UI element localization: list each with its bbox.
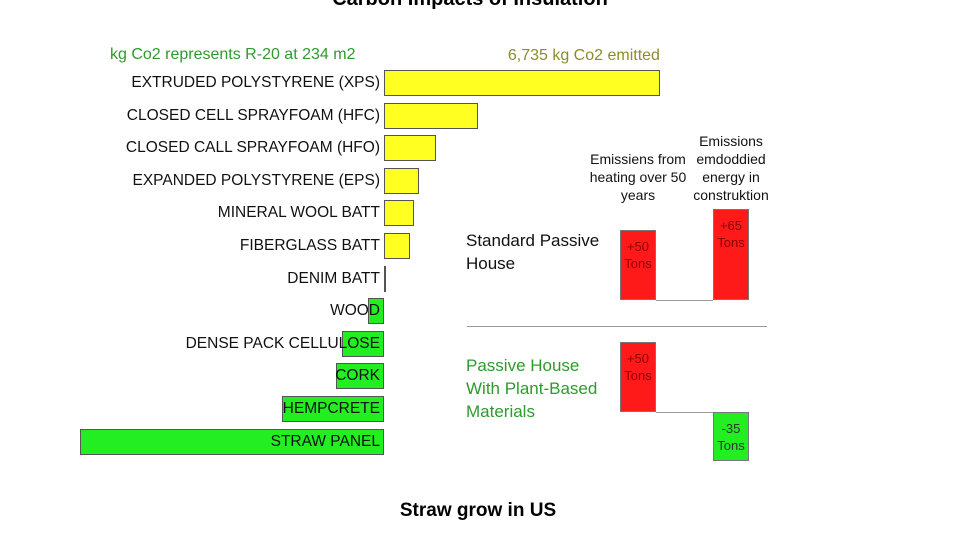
- emission-bar: [620, 342, 656, 412]
- category-label: CLOSED CELL SPRAYFOAM (HFC): [126, 106, 380, 124]
- connector: [656, 300, 713, 301]
- category-label: CORK: [335, 367, 380, 385]
- bar: [80, 428, 384, 455]
- category-label: DENSE PACK CELLULOSE: [185, 334, 380, 352]
- emission-bar: [713, 412, 749, 461]
- category-label: EXPANDED POLYSTYRENE (EPS): [132, 171, 381, 189]
- value-label: +50 Tons: [624, 239, 652, 271]
- column-header: Emissiens from heating over 50 years: [589, 151, 687, 203]
- category-label: WOOD: [330, 302, 380, 320]
- category-label: DENIM BATT: [287, 269, 380, 287]
- column-header: Emissions emdoddied energy in construkti…: [693, 133, 769, 203]
- title: Carbon Impacts of Insulation: [0, 0, 940, 11]
- bar: [368, 298, 384, 325]
- bar: [384, 70, 660, 96]
- connector: [656, 412, 713, 413]
- category-label: HEMPCRETE: [282, 400, 380, 417]
- value-label: 6,735 kg Co2 emitted: [507, 47, 660, 64]
- bar: [281, 396, 384, 422]
- value-label: +50 Tons: [624, 351, 652, 383]
- bar: [384, 200, 414, 227]
- category-label: MINERAL WOOL BATT: [217, 204, 380, 222]
- category-label: FIBERGLASS BATT: [239, 237, 380, 254]
- emission-bar: [620, 230, 656, 300]
- group-name: Passive House With Plant-Based Materials: [466, 356, 598, 421]
- category-label: STRAW PANEL: [270, 432, 380, 450]
- bar: [336, 363, 384, 390]
- separator: [467, 326, 767, 327]
- bar: [384, 265, 387, 292]
- bar: [384, 135, 437, 162]
- emission-bar: [713, 209, 749, 300]
- caption: Straw grow in US: [399, 500, 557, 521]
- category-label: CLOSED CALL SPRAYFOAM (HFO): [125, 139, 380, 157]
- value-label: -35 Tons: [717, 421, 745, 453]
- bar: [384, 102, 478, 129]
- group-name: Standard Passive House: [466, 231, 600, 273]
- bar: [342, 330, 384, 357]
- value-label: +65 Tons: [717, 218, 745, 250]
- category-label: EXTRUDED POLYSTYRENE (XPS): [131, 74, 380, 91]
- bar: [384, 167, 419, 194]
- subtitle: kg Co2 represents R-20 at 234 m2: [110, 46, 356, 63]
- bar: [384, 233, 410, 259]
